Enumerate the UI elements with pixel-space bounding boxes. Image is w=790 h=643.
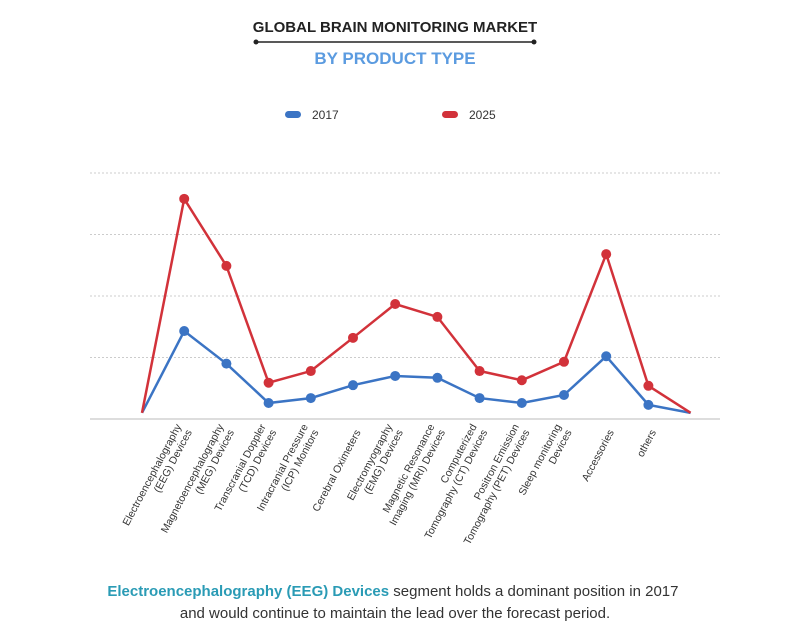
point [305,393,316,404]
point [390,370,401,381]
footnote-text: segment holds a dominant position in 201… [389,583,678,600]
point [516,398,527,409]
point [179,326,190,337]
point [221,260,232,271]
chart-title: GLOBAL BRAIN MONITORING MARKET [253,19,537,36]
x-tick-label: others [635,428,659,459]
series-line [140,195,692,414]
x-tick-label: Accessories [580,428,617,484]
point [559,356,569,367]
point [263,398,274,409]
point [559,390,569,401]
point [348,332,358,343]
point [643,399,654,410]
point [263,377,274,388]
footnote-text-line: and would continue to maintain the lead … [180,605,610,622]
series-line [140,329,691,415]
point [390,298,401,309]
point [179,193,190,204]
footnote: Electroencephalography (EEG) Devices seg… [107,583,682,622]
point [601,351,612,362]
legend-label: 2025 [469,108,496,122]
point [432,311,443,322]
x-tick-label: Electroencephalography(EEG) Devices [120,421,195,533]
point [643,380,654,391]
legend-label: 2017 [312,108,339,122]
point [348,380,358,391]
point [432,372,443,383]
point [474,366,485,377]
legend-swatch [442,111,458,118]
title-rule-dot [531,39,537,45]
chart-subtitle: BY PRODUCT TYPE [314,49,475,68]
legend-swatch [285,111,301,118]
point [305,366,316,377]
point [516,375,527,386]
point [474,393,485,404]
point [221,358,232,369]
point [601,249,612,260]
title-rule-dot [253,39,259,45]
footnote-highlight: Electroencephalography (EEG) Devices [107,583,389,600]
